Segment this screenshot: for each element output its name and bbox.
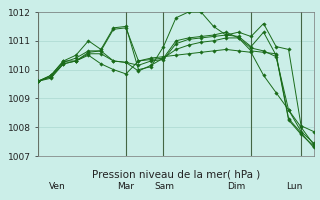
Text: Lun: Lun (286, 182, 302, 191)
X-axis label: Pression niveau de la mer( hPa ): Pression niveau de la mer( hPa ) (92, 170, 260, 180)
Text: Dim: Dim (227, 182, 245, 191)
Text: Mar: Mar (117, 182, 134, 191)
Text: Sam: Sam (154, 182, 174, 191)
Text: Ven: Ven (49, 182, 66, 191)
